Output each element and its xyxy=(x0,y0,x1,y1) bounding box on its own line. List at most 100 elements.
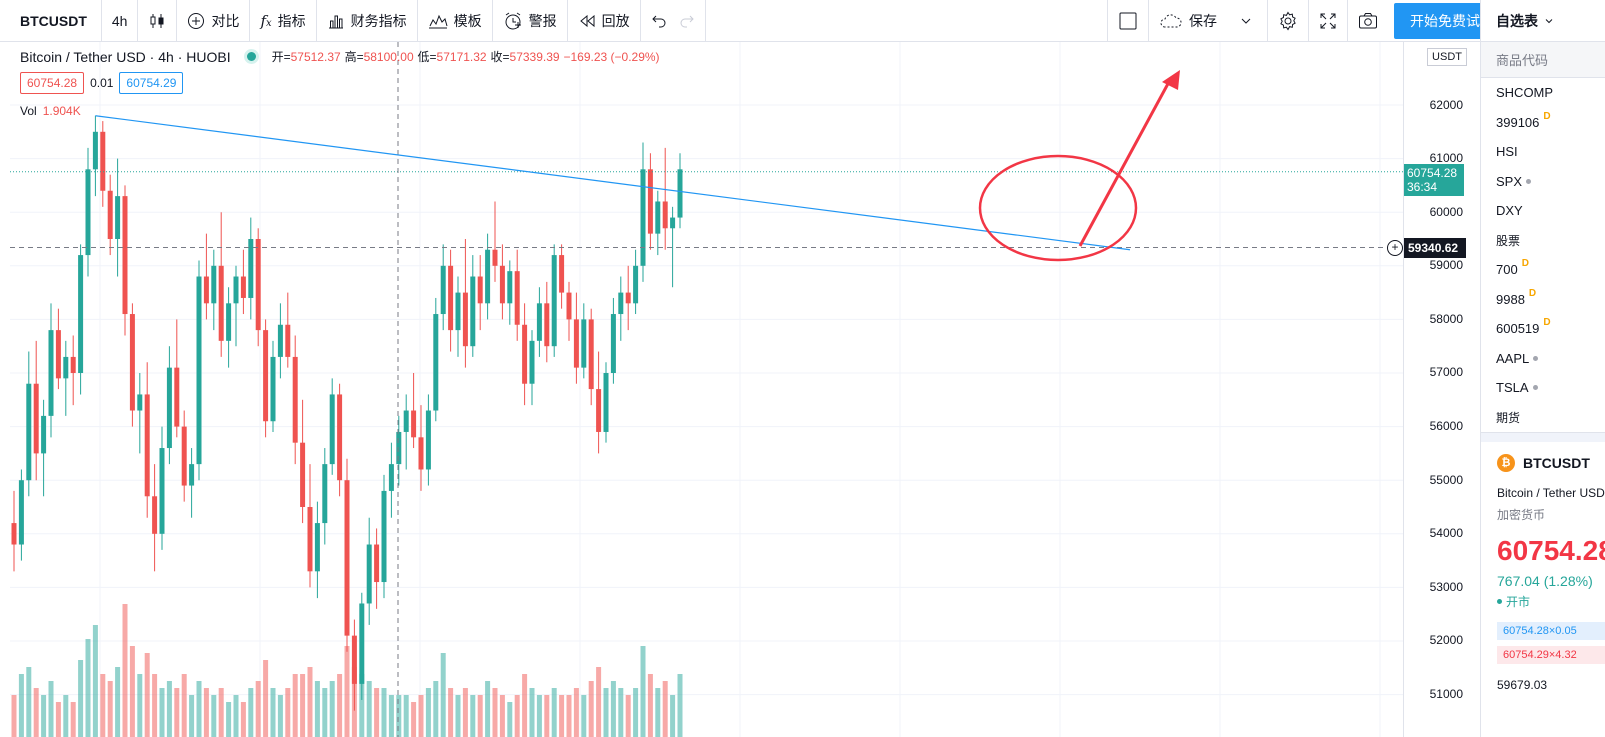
alert-button[interactable]: 警报 xyxy=(493,0,568,42)
ask-button[interactable]: 60754.29 xyxy=(119,72,184,94)
annotation-ellipse xyxy=(978,154,1138,262)
save-button[interactable]: 保存 xyxy=(1148,0,1267,42)
trial-label: 开始免费试用 xyxy=(1410,12,1494,29)
interval-button[interactable]: 4h xyxy=(102,0,139,42)
candle-body xyxy=(203,276,209,304)
volume-bar xyxy=(647,674,653,737)
screenshot-button[interactable] xyxy=(1347,0,1388,42)
volume-bar xyxy=(374,688,380,737)
volume-bar xyxy=(144,653,150,737)
candle-body xyxy=(455,292,461,331)
candle-body xyxy=(388,464,394,491)
candle-body xyxy=(152,496,158,534)
volume-bar xyxy=(115,667,121,737)
volume-bar xyxy=(588,681,594,737)
candle-body xyxy=(344,480,350,636)
price-scale[interactable]: USDT 62000 61000 60000 59000 58000 57000… xyxy=(1403,42,1473,737)
candle-body xyxy=(307,507,313,572)
volume-bar xyxy=(41,695,47,737)
watchlist-row-shcomp[interactable]: SHCOMP xyxy=(1481,78,1605,108)
candle-body xyxy=(181,426,187,486)
candle-body xyxy=(337,394,343,481)
compare-button[interactable]: 对比 xyxy=(177,0,251,42)
watchlist-row-399106[interactable]: 399106 D xyxy=(1481,108,1605,138)
alarm-clock-icon xyxy=(505,12,521,29)
chart-pane[interactable]: Bitcoin / Tether USD · 4h · HUOBI 开=5751… xyxy=(10,42,1473,737)
watchlist-row-tsla[interactable]: TSLA xyxy=(1481,373,1605,403)
volume-bar xyxy=(55,702,61,737)
chart-legend: Bitcoin / Tether USD · 4h · HUOBI 开=5751… xyxy=(20,48,660,65)
redo-icon[interactable] xyxy=(679,13,695,29)
status-dot-icon xyxy=(1526,178,1532,184)
add-alert-plus-icon[interactable]: + xyxy=(1387,240,1403,256)
candle-body xyxy=(492,249,498,266)
symbol-search-button[interactable]: BTCUSDT xyxy=(0,0,102,42)
templates-button[interactable]: 模板 xyxy=(418,0,493,42)
watchlist-row-spx[interactable]: SPX xyxy=(1481,167,1605,197)
volume-bar xyxy=(551,688,557,737)
fullscreen-button[interactable] xyxy=(1308,0,1347,42)
volume-bar xyxy=(33,688,39,737)
delayed-badge: D xyxy=(1528,287,1537,299)
watchlist-indices: SHCOMP 399106 D HSI SPX DXY xyxy=(1481,78,1605,226)
candle-body xyxy=(536,303,542,341)
candle-body xyxy=(92,131,98,170)
undo-icon[interactable] xyxy=(651,13,667,29)
price-chart[interactable] xyxy=(10,42,1403,737)
chart-type-button[interactable] xyxy=(138,0,178,42)
bid-button[interactable]: 60754.28 xyxy=(20,72,85,94)
details-symbol-row[interactable]: ₿ BTCUSDT xyxy=(1481,442,1605,472)
volume-bar xyxy=(107,681,113,737)
undo-redo-group xyxy=(641,0,706,42)
watchlist-title: 自选表 xyxy=(1496,12,1538,29)
price-tick: 61000 xyxy=(1429,151,1463,165)
watchlist-row-700[interactable]: 700 D xyxy=(1481,255,1605,285)
expand-icon xyxy=(1320,13,1336,28)
settings-button[interactable] xyxy=(1267,0,1308,42)
candle-body xyxy=(78,255,84,373)
volume-bar xyxy=(337,674,343,737)
currency-chip[interactable]: USDT xyxy=(1427,48,1467,66)
watchlist-symbol: DXY xyxy=(1496,203,1523,219)
candle-body xyxy=(581,319,587,368)
financials-button[interactable]: 财务指标 xyxy=(317,0,418,42)
watchlist-header[interactable]: 自选表 xyxy=(1481,0,1605,42)
candle-body xyxy=(544,303,550,347)
candle-body xyxy=(485,249,491,304)
top-toolbar: BTCUSDT 4h 对比 fx 指标 财务指标 模板 警报 回放 保存 xyxy=(0,0,1514,42)
close-label: 收= xyxy=(490,50,510,64)
candle-body xyxy=(233,276,239,304)
watchlist-row-dxy[interactable]: DXY xyxy=(1481,196,1605,226)
candle-body xyxy=(255,239,261,331)
candle-body xyxy=(11,523,17,545)
watchlist-symbol: TSLA xyxy=(1496,380,1529,396)
change-value: −169.23 (−0.29%) xyxy=(563,50,660,64)
volume-bar xyxy=(403,695,409,737)
volume-bar xyxy=(314,681,320,737)
volume-bar xyxy=(433,681,439,737)
watchlist-row-aapl[interactable]: AAPL xyxy=(1481,344,1605,374)
candle-body xyxy=(670,217,676,229)
candle-body xyxy=(529,340,535,384)
replay-button[interactable]: 回放 xyxy=(568,0,641,42)
candle-body xyxy=(292,356,298,443)
candle-body xyxy=(514,271,520,325)
volume-bar xyxy=(418,695,424,737)
bar-countdown: 36:34 xyxy=(1407,180,1438,194)
volume-bar xyxy=(307,667,313,737)
volume-bar xyxy=(411,702,417,737)
candle-body xyxy=(596,389,602,432)
layout-button[interactable] xyxy=(1107,0,1148,42)
candle-body xyxy=(522,324,528,384)
volume-bar xyxy=(174,688,180,737)
volume-bar xyxy=(596,667,602,737)
indicators-button[interactable]: fx 指标 xyxy=(250,0,317,42)
candle-body xyxy=(248,239,254,298)
watchlist-row-hsi[interactable]: HSI xyxy=(1481,137,1605,167)
volume-bar xyxy=(211,695,217,737)
watchlist-row-600519[interactable]: 600519 D xyxy=(1481,314,1605,344)
watchlist-symbol: 9988 xyxy=(1496,291,1525,307)
volume-bar xyxy=(137,674,143,737)
watchlist-row-9988[interactable]: 9988 D xyxy=(1481,285,1605,315)
watchlist-column-header[interactable]: 商品代码 xyxy=(1481,42,1605,78)
